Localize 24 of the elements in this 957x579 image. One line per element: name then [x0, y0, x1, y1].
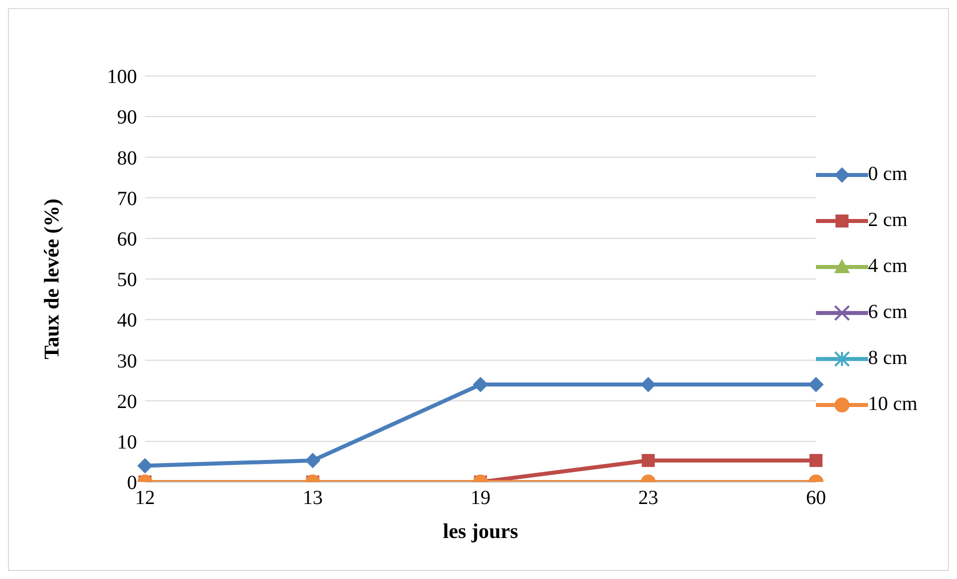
legend-label: 10 cm: [868, 393, 918, 416]
x-tick-label: 13: [302, 487, 323, 510]
x-tick-label: 23: [638, 487, 658, 510]
y-tick-label: 30: [117, 350, 137, 372]
y-tick-label: 100: [107, 66, 137, 88]
y-tick-label: 40: [117, 310, 137, 332]
x-axis-title: les jours: [442, 519, 518, 543]
y-tick-label: 80: [117, 147, 137, 170]
legend-label: 8 cm: [868, 347, 908, 370]
legend-label: 4 cm: [868, 255, 908, 278]
x-tick-label: 12: [135, 487, 155, 510]
y-tick-label: 20: [117, 390, 137, 413]
y-tick-label: 90: [117, 106, 137, 129]
legend-label: 2 cm: [868, 209, 908, 232]
legend-label: 0 cm: [868, 163, 908, 186]
y-tick-label: 70: [117, 188, 137, 210]
y-tick-label: 10: [117, 432, 137, 454]
x-tick-label: 19: [470, 487, 490, 510]
y-tick-label: 0: [127, 472, 137, 494]
y-tick-label: 50: [117, 269, 137, 292]
y-axis-title: Taux de levée (%): [39, 198, 64, 360]
y-tick-label: 60: [117, 228, 137, 250]
x-tick-label: 60: [806, 487, 826, 510]
legend-label: 6 cm: [868, 301, 908, 324]
